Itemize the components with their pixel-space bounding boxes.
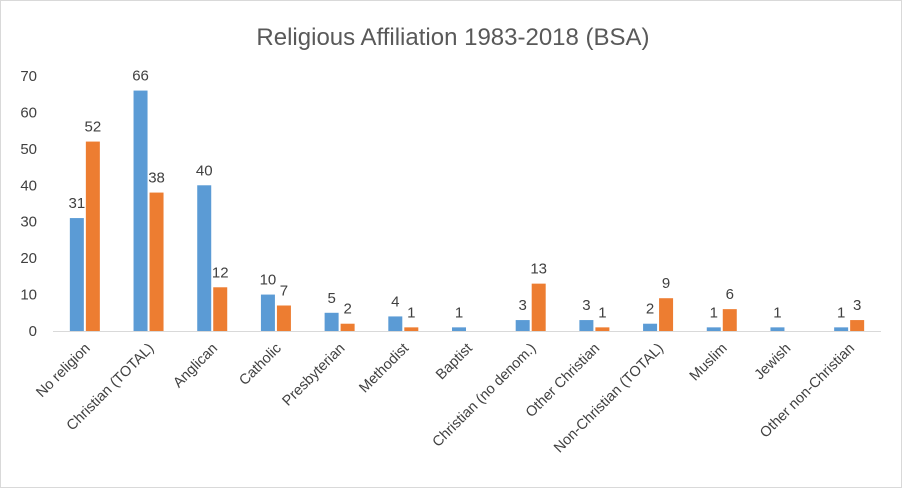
category-label: No religion — [33, 341, 93, 401]
data-label: 2 — [646, 301, 654, 318]
category-label: Methodist — [356, 341, 412, 397]
bar — [770, 327, 785, 331]
bar — [85, 141, 100, 331]
bar — [324, 312, 339, 331]
bar — [595, 327, 610, 331]
bar — [404, 327, 419, 331]
bar — [133, 90, 148, 331]
data-label: 5 — [327, 290, 335, 307]
y-tick-label: 10 — [20, 287, 37, 304]
data-label: 3 — [582, 297, 590, 314]
bar — [834, 327, 849, 331]
bar — [722, 309, 737, 331]
y-tick-label: 60 — [20, 104, 37, 121]
bar — [276, 305, 291, 331]
data-label: 31 — [69, 195, 86, 212]
category-label: Christian (no denom.) — [430, 341, 540, 451]
bar — [531, 283, 546, 331]
data-label: 4 — [391, 293, 399, 310]
category-label: Non-Christian (TOTAL) — [551, 341, 667, 457]
bar — [706, 327, 721, 331]
bar — [388, 316, 403, 331]
category-label: Jewish — [752, 341, 795, 384]
y-tick-label: 20 — [20, 250, 37, 267]
bar — [452, 327, 466, 331]
y-tick-label: 30 — [20, 214, 37, 231]
bar — [149, 192, 164, 331]
category-label: Presbyterian — [280, 341, 349, 410]
y-tick-label: 40 — [20, 177, 37, 194]
bar — [197, 185, 212, 331]
y-tick-label: 0 — [29, 323, 37, 340]
bar — [850, 320, 865, 331]
y-tick-label: 70 — [20, 68, 37, 85]
chart-title: Religious Affiliation 1983-2018 (BSA) — [256, 24, 649, 51]
category-label: Muslim — [687, 341, 731, 385]
category-label: Baptist — [433, 341, 476, 384]
data-label: 6 — [726, 286, 734, 303]
bar — [340, 323, 355, 331]
y-tick-label: 50 — [20, 141, 37, 158]
data-label: 52 — [85, 119, 102, 136]
bar — [579, 320, 594, 331]
data-label: 38 — [148, 170, 165, 187]
bar — [659, 298, 674, 331]
data-label: 13 — [530, 261, 547, 278]
bar — [213, 287, 228, 331]
axes: 0 10 20 30 40 50 60 70 — [20, 68, 881, 340]
data-label: 9 — [662, 275, 670, 292]
data-label: 1 — [773, 304, 781, 321]
bar — [643, 323, 658, 331]
data-label: 7 — [280, 283, 288, 300]
data-label: 40 — [196, 162, 213, 179]
category-label: Catholic — [236, 341, 284, 389]
data-label: 12 — [212, 264, 229, 281]
data-label: 66 — [132, 68, 149, 85]
data-label: 3 — [853, 297, 861, 314]
data-label: 1 — [407, 304, 415, 321]
bars — [69, 90, 865, 331]
data-label: 3 — [519, 297, 527, 314]
category-label: Anglican — [170, 341, 221, 392]
bar — [69, 218, 84, 331]
data-label: 1 — [455, 304, 463, 321]
data-label: 1 — [837, 304, 845, 321]
data-label: 2 — [343, 301, 351, 318]
bar — [260, 294, 275, 331]
bar — [515, 320, 530, 331]
data-label: 1 — [710, 304, 718, 321]
data-label: 10 — [260, 272, 277, 289]
data-label: 1 — [598, 304, 606, 321]
